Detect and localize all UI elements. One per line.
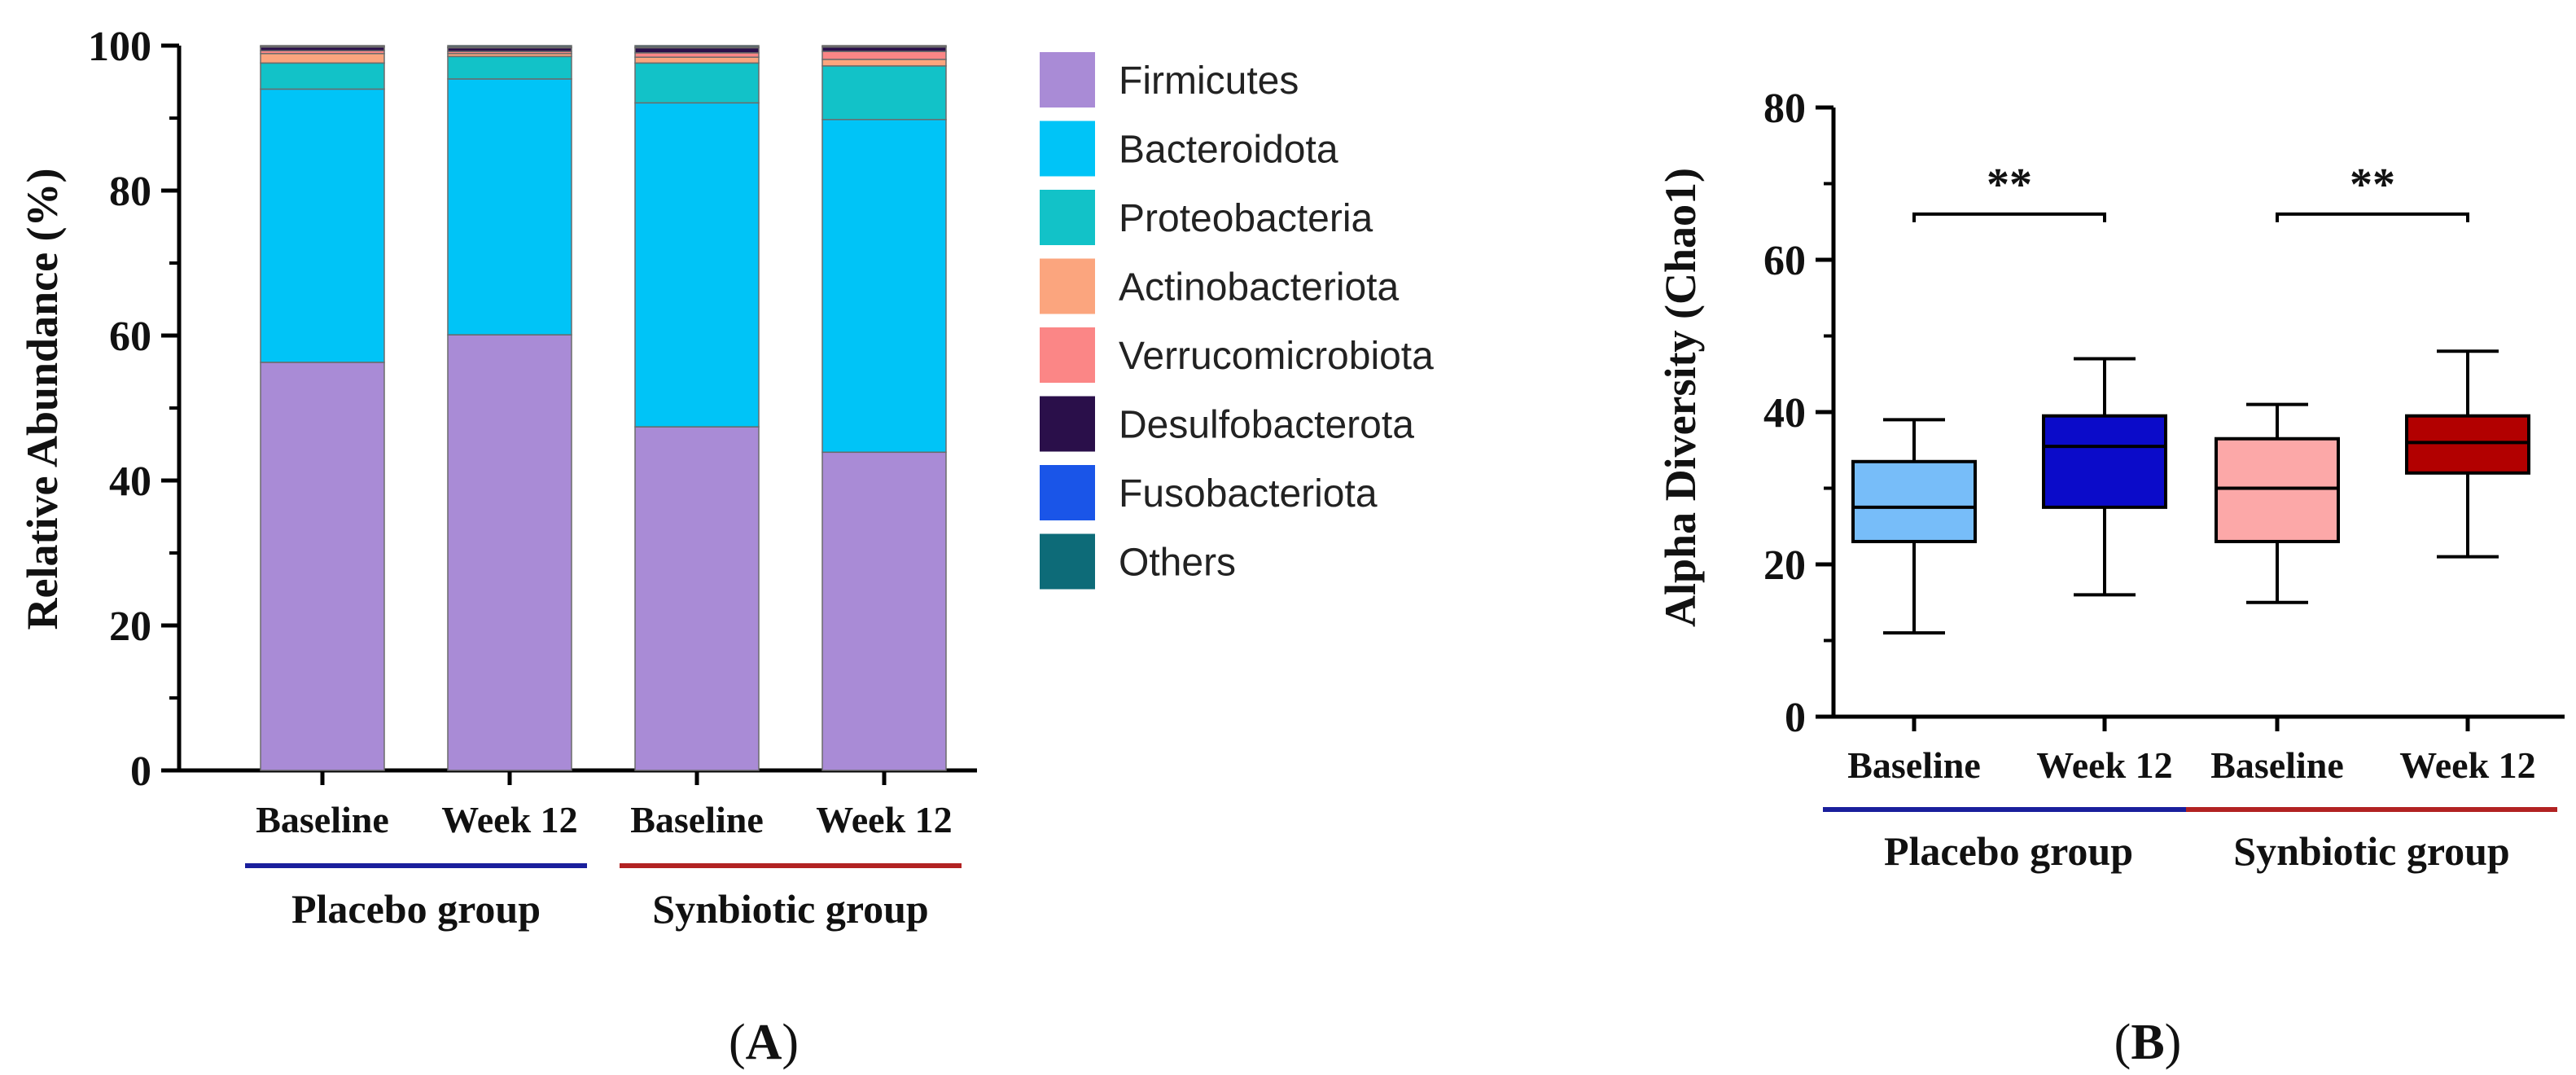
panel-a-y-tick-label: 60 — [109, 314, 151, 360]
panel-b-box-plot: Alpha Diversity (Chao1) 0 20 40 60 80 ** ** B… — [1656, 86, 2565, 1070]
panel-a-category-label: Week 12 — [441, 799, 577, 840]
bar-segment-proteobacteria — [821, 65, 947, 121]
panel-a-stacked-bar-chart: Relative Abundance (%) 0 20 40 60 80 100 Base… — [18, 24, 1434, 1070]
legend-label: Bacteroidota — [1119, 129, 1338, 172]
legend-label: Fusobacteriota — [1119, 472, 1378, 516]
panel-a-axes: 0 20 40 60 80 100 — [88, 24, 977, 795]
bar-segment-desulfobacterota — [821, 46, 947, 52]
panel-a-category-label: Baseline — [630, 799, 764, 840]
bar-segment-firmicutes — [447, 334, 572, 771]
bar-segment-verrucomicrobiota — [634, 52, 760, 58]
panel-b-label: (B) — [2114, 1015, 2182, 1070]
significance-stars: ** — [2350, 160, 2395, 210]
box-1 — [1851, 418, 1977, 635]
panel-b-significance: ** ** — [1912, 160, 2469, 222]
panel-b-category-labels: Baseline Week 12 Baseline Week 12 Placebo gr… — [1823, 744, 2557, 874]
panel-a-y-tick-label: 80 — [109, 169, 151, 215]
legend-swatch — [1040, 121, 1095, 177]
bar-segment-others — [447, 45, 572, 48]
legend-label: Actinobacteriota — [1119, 266, 1400, 309]
box-iqr — [2405, 414, 2530, 475]
legend-label: Verrucomicrobiota — [1119, 335, 1434, 378]
legend-swatch — [1040, 465, 1095, 520]
significance-stars: ** — [1987, 160, 2032, 210]
bar-segment-firmicutes — [260, 362, 385, 771]
panel-b-group-label: Placebo group — [1884, 828, 2133, 874]
panel-b-y-tick-label: 20 — [1763, 542, 1806, 589]
bar-segment-proteobacteria — [260, 62, 385, 90]
bar-segment-firmicutes — [821, 451, 947, 771]
panel-b-y-tick-label: 60 — [1763, 238, 1806, 284]
panel-a-category-labels: Baseline Week 12 Baseline Week 12 Placebo gr… — [245, 799, 962, 932]
panel-b-category-label: Week 12 — [2036, 744, 2172, 786]
bar-segment-desulfobacterota — [634, 46, 760, 54]
panel-a-legend: Firmicutes Bacteroidota Proteobacteria Acti… — [1040, 52, 1434, 590]
box-2 — [2042, 357, 2167, 597]
legend-swatch — [1040, 327, 1095, 383]
panel-b-y-tick-label: 40 — [1763, 390, 1806, 437]
legend-swatch — [1040, 258, 1095, 314]
bar-segment-bacteroidota — [260, 88, 385, 363]
legend-swatch — [1040, 533, 1095, 590]
legend-swatch — [1040, 396, 1095, 452]
panel-b-category-label: Week 12 — [2399, 744, 2535, 786]
legend-swatch — [1040, 52, 1095, 108]
panel-a-group-label: Synbiotic group — [652, 886, 928, 932]
bar-segment-bacteroidota — [447, 78, 572, 336]
box-iqr — [2042, 414, 2167, 509]
bar-segment-actinobacteriota — [260, 53, 385, 64]
box-iqr — [1851, 459, 1977, 543]
panel-b-axes: 0 20 40 60 80 — [1763, 86, 2565, 741]
legend-label: Desulfobacterota — [1119, 404, 1414, 447]
box-3 — [2215, 402, 2340, 604]
panel-a-y-tick-label: 20 — [109, 603, 151, 650]
bar-segment-actinobacteriota — [821, 59, 947, 67]
legend-label: Others — [1119, 542, 1236, 585]
box-4 — [2405, 349, 2530, 559]
panel-a-category-label: Baseline — [256, 799, 389, 840]
panel-b-y-tick-label: 80 — [1763, 86, 1806, 132]
panel-b-category-label: Baseline — [1847, 744, 1981, 786]
bar-segment-bacteroidota — [821, 119, 947, 454]
bar-segment-verrucomicrobiota — [821, 50, 947, 60]
bar-segment-proteobacteria — [447, 55, 572, 80]
panel-a-bars — [260, 45, 947, 771]
bar-segment-bacteroidota — [634, 102, 760, 428]
panel-a-y-axis-label: Relative Abundance (%) — [18, 169, 67, 630]
bar-segment-firmicutes — [634, 426, 760, 771]
panel-b-y-tick-label: 0 — [1785, 695, 1806, 741]
significance-bracket — [1912, 212, 2106, 222]
panel-a-category-label: Week 12 — [816, 799, 952, 840]
panel-a-y-tick-label: 100 — [88, 24, 151, 70]
legend-swatch — [1040, 190, 1095, 245]
legend-label: Firmicutes — [1119, 59, 1299, 103]
panel-a-y-tick-label: 40 — [109, 459, 151, 505]
panel-a-label: (A) — [729, 1015, 799, 1070]
legend-label: Proteobacteria — [1119, 197, 1373, 240]
panel-b-group-label: Synbiotic group — [2233, 828, 2509, 874]
panel-a-y-tick-label: 0 — [130, 748, 151, 795]
bar-segment-actinobacteriota — [634, 56, 760, 64]
significance-bracket — [2276, 212, 2469, 222]
bar-segment-others — [634, 45, 760, 48]
panel-b-category-label: Baseline — [2210, 744, 2344, 786]
panel-a-group-label: Placebo group — [291, 886, 541, 932]
panel-b-y-axis-label: Alpha Diversity (Chao1) — [1656, 168, 1705, 627]
bar-segment-proteobacteria — [634, 62, 760, 104]
panel-b-boxes — [1851, 349, 2530, 635]
box-iqr — [2215, 437, 2340, 543]
